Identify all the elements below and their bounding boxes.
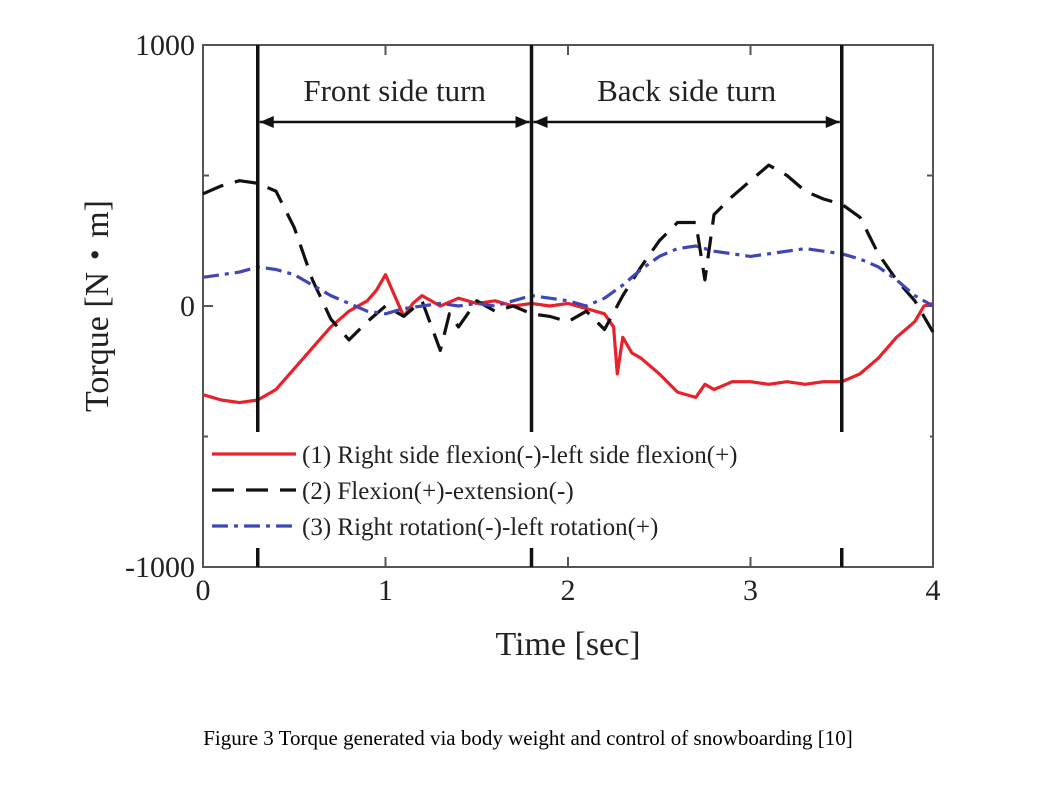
x-tick-label: 3: [743, 574, 758, 607]
x-tick-label: 0: [196, 574, 211, 607]
phase-arrow-head-left: [533, 116, 548, 128]
legend-label-3: (3) Right rotation(-)-left rotation(+): [302, 514, 658, 541]
y-tick-label: 0: [180, 290, 195, 323]
series-line-2: [202, 163, 935, 352]
series-line-3: [202, 244, 934, 316]
legend-background: [208, 432, 930, 548]
legend-label-1: (1) Right side flexion(-)-left side flex…: [302, 442, 738, 469]
x-tick-label: 2: [561, 574, 576, 607]
y-axis-title: Torque [N・m]: [79, 200, 116, 412]
series-layer: [202, 163, 935, 405]
figure-caption: Figure 3 Torque generated via body weigh…: [203, 726, 853, 750]
legend-label-2: (2) Flexion(+)-extension(-): [302, 478, 574, 505]
series-line-1: [202, 273, 934, 405]
phase-label: Front side turn: [303, 73, 486, 108]
y-tick-label: -1000: [125, 551, 195, 584]
phase-label: Back side turn: [597, 73, 777, 108]
phase-arrow-head-right: [825, 116, 840, 128]
x-axis-title: Time [sec]: [495, 626, 640, 663]
phase-arrow-head-right: [515, 116, 530, 128]
x-tick-label: 1: [378, 574, 393, 607]
phase-arrow-head-left: [259, 116, 274, 128]
x-tick-label: 4: [926, 574, 941, 607]
legend: (1) Right side flexion(-)-left side flex…: [208, 432, 930, 548]
y-tick-label: 1000: [135, 29, 195, 62]
